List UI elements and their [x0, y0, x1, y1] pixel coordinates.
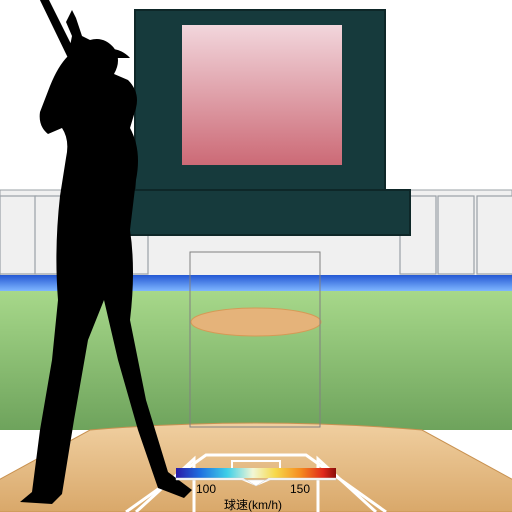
legend-tick-1: 150: [290, 482, 310, 496]
scene-svg: [0, 0, 512, 512]
scoreboard-base: [110, 190, 410, 235]
speed-legend: [176, 468, 336, 478]
legend-tick-0: 100: [196, 482, 216, 496]
legend-axis-label: 球速(km/h): [224, 496, 282, 512]
pitch-chart-stage: 100 150 球速(km/h): [0, 0, 512, 512]
scoreboard-heat-panel: [182, 25, 342, 165]
mound: [191, 308, 321, 336]
